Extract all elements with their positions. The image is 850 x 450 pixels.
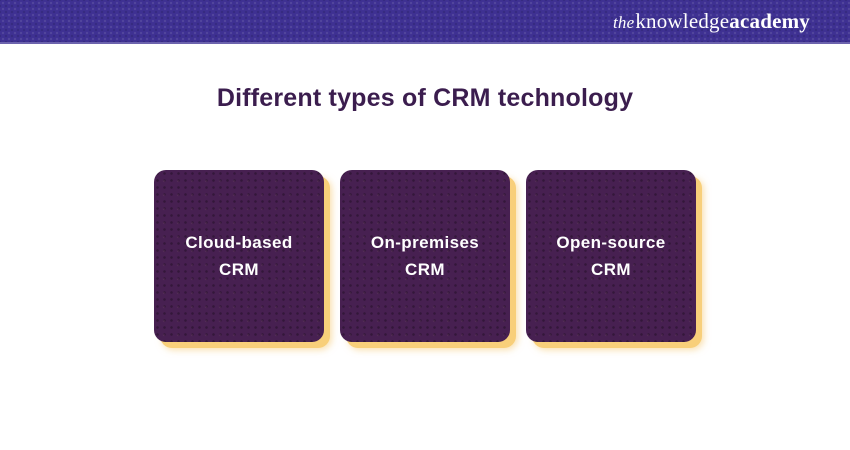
page-title: Different types of CRM technology <box>216 84 634 112</box>
card-cloud-based-crm: Cloud-based CRM <box>154 170 324 342</box>
knowledge-academy-logo: theknowledgeacademy <box>613 9 810 34</box>
logo-word-knowledge: knowledge <box>635 8 730 33</box>
card-label-line2: CRM <box>219 260 259 279</box>
card-label: On-premises CRM <box>371 229 479 283</box>
crm-type-cards-row: Cloud-based CRM On-premises CRM Open-sou… <box>0 170 850 342</box>
card-label: Open-source CRM <box>556 229 665 283</box>
card-label-line1: Cloud-based <box>185 233 293 252</box>
card-label-line1: On-premises <box>370 233 480 252</box>
logo-word-academy: academy <box>729 8 810 33</box>
logo-prefix: the <box>612 12 635 32</box>
card-on-premises-crm: On-premises CRM <box>340 170 510 342</box>
card-label-line2: CRM <box>405 260 445 279</box>
card-label-line2: CRM <box>591 260 631 279</box>
card-label: Cloud-based CRM <box>185 229 292 283</box>
card-open-source-crm: Open-source CRM <box>526 170 696 342</box>
card-label-line1: Open-source <box>556 233 666 252</box>
header-banner: theknowledgeacademy <box>0 0 850 44</box>
